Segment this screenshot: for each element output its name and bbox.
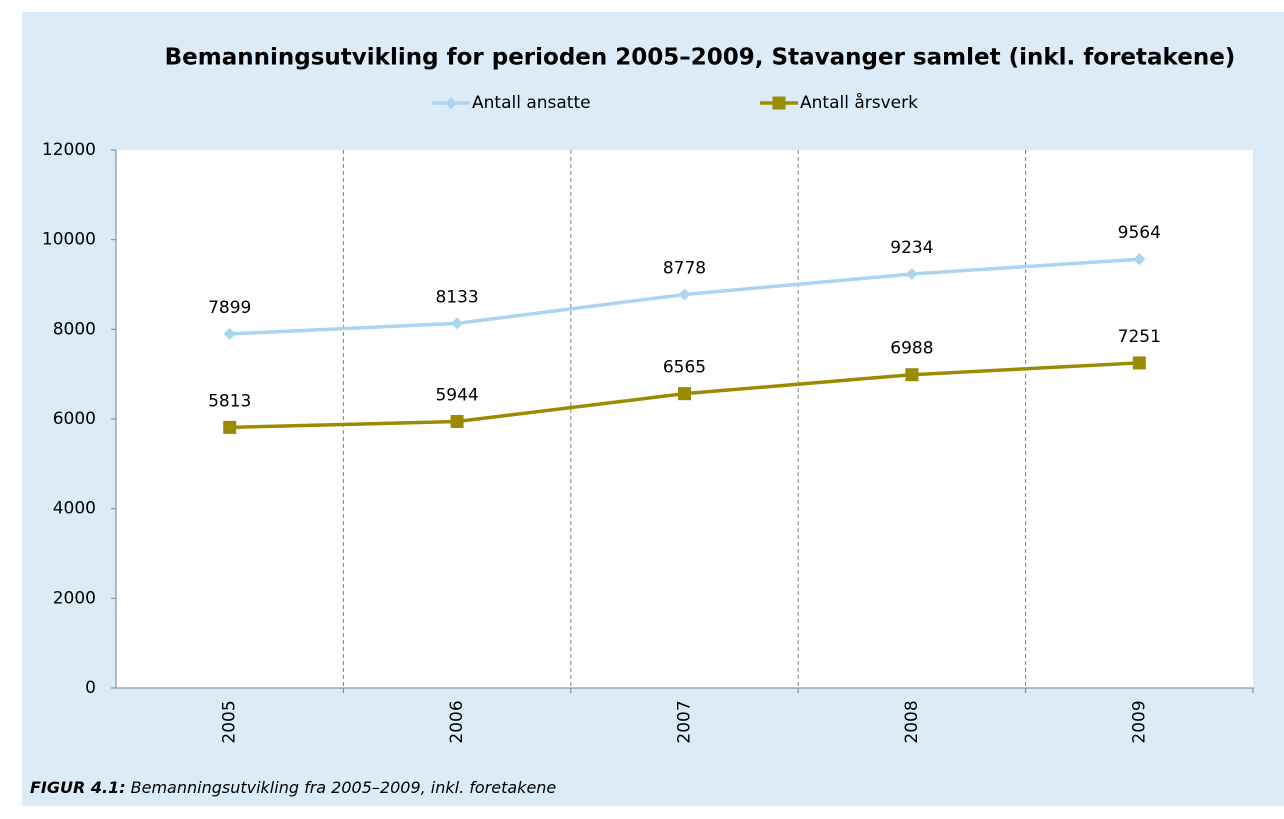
point-marker — [223, 420, 237, 434]
data-label: 8778 — [663, 258, 706, 278]
y-tick-label: 2000 — [53, 588, 96, 608]
y-tick-label: 6000 — [53, 409, 96, 429]
point-marker — [905, 368, 919, 382]
x-tick-label: 2009 — [1129, 700, 1149, 743]
caption-label: FIGUR 4.1: — [30, 778, 126, 797]
point-marker — [678, 387, 691, 401]
point-marker — [450, 415, 464, 429]
legend-marker — [772, 96, 786, 110]
data-label: 7899 — [208, 298, 251, 318]
y-tick-label: 8000 — [53, 319, 96, 339]
data-label: 7251 — [1118, 327, 1161, 347]
x-tick-label: 2007 — [675, 700, 695, 743]
y-tick-label: 10000 — [42, 230, 96, 250]
data-label: 9564 — [1118, 223, 1161, 243]
y-tick-label: 12000 — [42, 140, 96, 160]
point-marker — [1132, 356, 1146, 370]
caption: FIGUR 4.1: Bemanningsutvikling fra 2005–2… — [30, 778, 556, 797]
point-marker — [905, 268, 918, 281]
point-marker — [1133, 253, 1146, 266]
data-label: 9234 — [890, 238, 933, 258]
data-label: 8133 — [435, 287, 478, 307]
y-tick-label: 4000 — [53, 499, 96, 519]
data-label: 6988 — [890, 339, 933, 359]
plot-area — [116, 150, 1253, 688]
data-label: 6565 — [663, 358, 706, 378]
y-tick-label: 0 — [85, 678, 96, 698]
x-tick-label: 2006 — [447, 700, 467, 743]
point-marker — [223, 327, 236, 340]
data-label: 5944 — [435, 386, 478, 406]
x-tick-label: 2008 — [902, 700, 922, 743]
legend-marker — [445, 97, 457, 109]
chart-title: Bemanningsutvikling for perioden 2005–20… — [165, 45, 1236, 71]
data-label: 5813 — [208, 391, 251, 411]
legend-label: Antall årsverk — [800, 92, 918, 113]
point-marker — [678, 288, 691, 301]
point-marker — [451, 317, 464, 330]
caption-text: Bemanningsutvikling fra 2005–2009, inkl.… — [131, 778, 557, 797]
x-tick-label: 2005 — [220, 700, 240, 743]
legend-label: Antall ansatte — [472, 93, 591, 113]
